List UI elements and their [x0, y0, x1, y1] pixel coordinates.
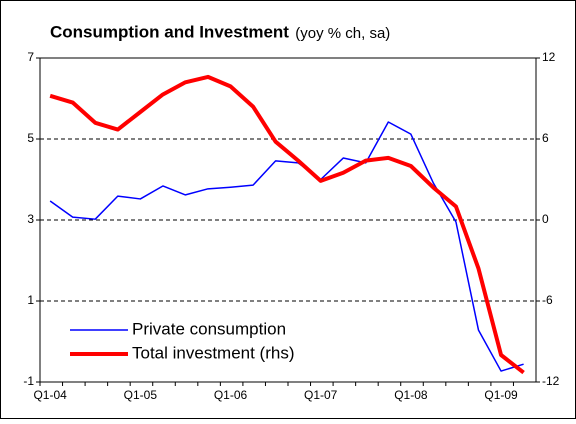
x-tick-label: Q1-08	[394, 388, 428, 402]
y-tick-label: -1	[23, 374, 34, 388]
legend-label: Total investment (rhs)	[132, 343, 295, 362]
y2-tick-label: -12	[542, 374, 560, 388]
y2-tick-label: -6	[542, 293, 553, 307]
chart-subtitle: (yoy % ch, sa)	[295, 25, 390, 42]
chart-title: Consumption and Investment	[50, 22, 289, 41]
x-tick-label: Q1-06	[214, 388, 248, 402]
x-tick-label: Q1-04	[33, 388, 67, 402]
y-tick-label: 1	[27, 293, 34, 307]
y-tick-label: 7	[27, 50, 34, 64]
y2-tick-label: 0	[542, 212, 549, 226]
legend-label: Private consumption	[132, 319, 286, 338]
y2-tick-label: 6	[542, 131, 549, 145]
y2-tick-label: 12	[542, 50, 556, 64]
y-tick-label: 5	[27, 131, 34, 145]
y-tick-label: 3	[27, 212, 34, 226]
series-line	[49, 74, 525, 375]
x-tick-label: Q1-05	[124, 388, 158, 402]
series-line	[49, 121, 524, 372]
x-tick-label: Q1-07	[304, 388, 338, 402]
x-tick-label: Q1-09	[484, 388, 518, 402]
